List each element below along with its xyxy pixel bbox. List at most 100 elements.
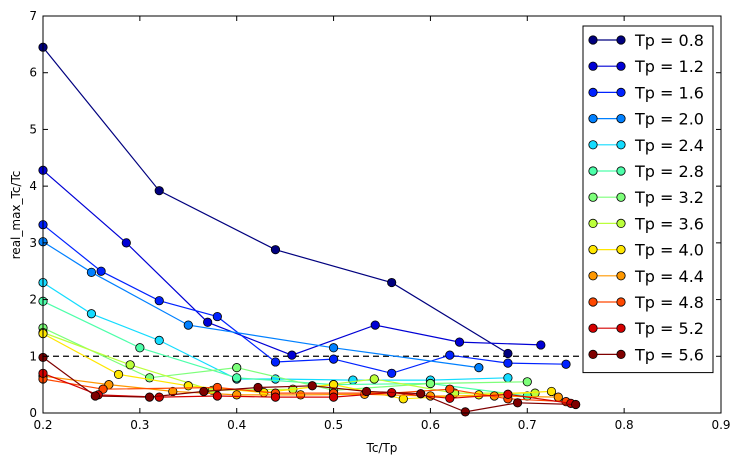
legend-entry: Tp = 5.2 — [588, 319, 704, 338]
data-point — [90, 391, 100, 401]
data-point — [113, 369, 124, 380]
legend-label: Tp = 4.0 — [634, 241, 704, 260]
legend-entry: Tp = 2.0 — [588, 110, 704, 129]
series-3 — [38, 237, 484, 373]
x-axis-label: Tc/Tp — [366, 441, 398, 455]
legend-marker — [616, 87, 626, 98]
series-12 — [38, 352, 581, 417]
data-point — [270, 245, 281, 255]
data-point — [125, 360, 135, 370]
data-point — [212, 311, 222, 322]
x-tick-label: 0.6 — [421, 418, 440, 432]
legend-marker — [588, 61, 598, 71]
legend-entry: Tp = 3.6 — [588, 214, 704, 233]
data-point — [361, 386, 372, 397]
legend-label: Tp = 3.2 — [634, 188, 704, 207]
series-0 — [38, 42, 513, 359]
data-point — [445, 384, 455, 394]
legend-marker — [588, 271, 598, 281]
x-tick-label: 0.3 — [130, 418, 149, 432]
legend-label: Tp = 5.6 — [634, 345, 704, 364]
legend-marker — [616, 166, 626, 176]
data-point — [512, 398, 523, 408]
legend-entry: Tp = 3.2 — [588, 188, 704, 207]
series-line — [42, 372, 571, 404]
legend-marker — [616, 61, 626, 71]
legend-marker — [588, 114, 598, 124]
series-2 — [38, 220, 571, 378]
legend-label: Tp = 0.8 — [634, 31, 704, 50]
legend-entry: Tp = 1.2 — [588, 57, 704, 76]
legend-marker — [616, 218, 626, 228]
legend-label: Tp = 2.8 — [634, 162, 704, 181]
legend-marker — [616, 297, 626, 307]
data-point — [553, 392, 563, 402]
data-point — [270, 392, 281, 402]
legend-label: Tp = 2.4 — [634, 136, 704, 155]
data-point — [144, 392, 155, 402]
axes: 0.2 0.3 0.4 0.5 0.6 0.7 0.8 0.9 0 1 2 3 4 5 6 7 — [29, 9, 730, 432]
legend-entry: Tp = 4.8 — [588, 293, 704, 312]
plot-area — [38, 42, 586, 417]
legend-marker — [616, 245, 626, 255]
legend-label: Tp = 2.0 — [634, 110, 704, 129]
legend-entry: Tp = 2.4 — [588, 136, 704, 155]
y-tick-label: 7 — [29, 9, 37, 23]
x-tick-label: 0.9 — [711, 418, 730, 432]
data-point — [328, 392, 339, 402]
data-point — [561, 359, 571, 369]
data-point — [199, 386, 209, 397]
y-tick-label: 2 — [29, 293, 37, 307]
data-point — [154, 335, 164, 346]
legend-marker — [588, 218, 598, 228]
data-point — [154, 392, 164, 402]
legend-box — [582, 25, 714, 374]
legend-marker — [588, 349, 598, 359]
data-point — [416, 389, 426, 399]
series-line — [42, 300, 528, 397]
data-point — [232, 390, 242, 400]
legend-label: Tp = 1.2 — [634, 57, 704, 76]
data-point — [398, 394, 408, 404]
data-point — [445, 393, 455, 403]
y-axis-label: real_max_Tc/Tc — [9, 171, 23, 260]
data-point — [503, 348, 513, 359]
data-point — [253, 382, 263, 393]
legend-marker — [588, 323, 598, 333]
series-line — [42, 241, 479, 369]
data-point — [387, 277, 397, 288]
x-tick-label: 0.7 — [518, 418, 537, 432]
legend-marker — [616, 140, 626, 150]
legend-entry: Tp = 2.8 — [588, 162, 704, 181]
series-line — [42, 327, 528, 391]
data-point — [144, 373, 155, 383]
data-point — [168, 386, 178, 397]
x-tick-label: 0.5 — [324, 418, 343, 432]
data-point — [530, 388, 540, 398]
y-tick-label: 0 — [29, 406, 37, 420]
data-point — [296, 390, 306, 400]
legend-marker — [588, 192, 598, 202]
x-tick-label: 0.4 — [227, 418, 246, 432]
legend-label: Tp = 5.2 — [634, 319, 704, 338]
legend-marker — [588, 245, 598, 255]
data-point — [154, 296, 164, 306]
legend-marker — [588, 87, 598, 98]
series-line — [42, 224, 567, 374]
data-point — [183, 381, 193, 391]
data-point — [96, 266, 106, 276]
series-4 — [38, 277, 513, 385]
x-tick-label: 0.8 — [615, 418, 634, 432]
data-point — [121, 238, 131, 248]
data-point — [571, 399, 581, 410]
legend-marker — [588, 297, 598, 307]
y-tick-label: 4 — [29, 179, 37, 193]
data-point — [460, 407, 470, 417]
legend-marker — [588, 140, 598, 150]
data-point — [454, 337, 465, 347]
data-point — [546, 386, 557, 397]
data-point — [183, 320, 193, 330]
legend-marker — [616, 271, 626, 281]
data-point — [86, 267, 97, 277]
data-point — [503, 389, 513, 399]
